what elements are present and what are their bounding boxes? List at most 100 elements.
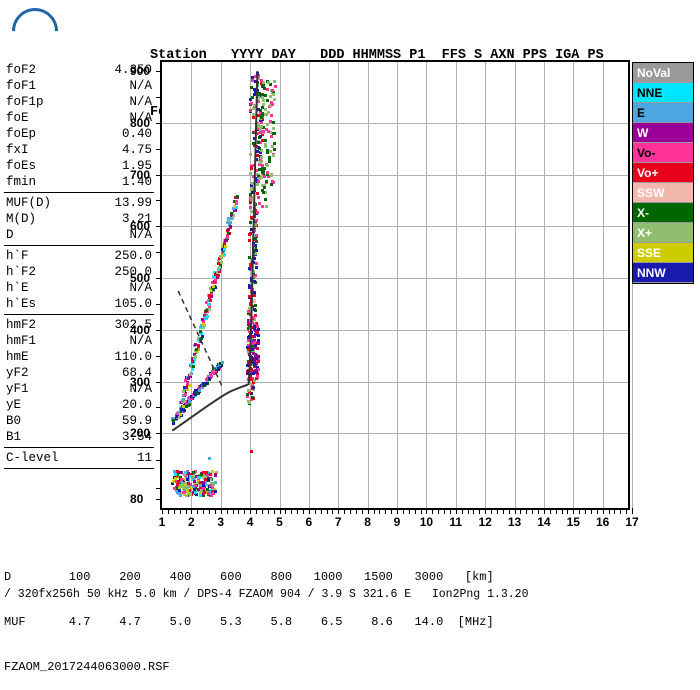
scatter-point [230, 212, 233, 215]
scatter-point [262, 170, 265, 173]
scatter-point [252, 164, 255, 167]
scatter-point [258, 202, 261, 205]
param-separator-5 [4, 468, 154, 469]
scatter-point [252, 175, 255, 178]
d-row: D 100 200 400 600 800 1000 1500 3000 [km… [4, 570, 501, 585]
scatter-point [256, 355, 259, 358]
ytick-mark-700 [156, 175, 162, 176]
scatter-point [191, 368, 194, 371]
gridline-vertical-7 [338, 62, 339, 508]
param-row-foF1p: foF1p N/A [4, 94, 154, 110]
xtick-minor [256, 510, 257, 514]
xtick-minor [573, 510, 574, 514]
scatter-point [256, 72, 259, 75]
scatter-point [262, 84, 265, 87]
xtick-minor [403, 510, 404, 514]
scatter-point [255, 262, 258, 265]
param-separator-1 [4, 192, 154, 193]
xtick-label-7: 7 [335, 515, 342, 529]
scatter-point [270, 114, 273, 117]
scatter-point [264, 94, 267, 97]
xtick-minor [262, 510, 263, 514]
ytick-mark-600 [156, 226, 162, 227]
ytick-label-600: 600 [130, 219, 150, 233]
ytick-mark-80 [156, 499, 162, 500]
xtick-minor [191, 510, 192, 514]
xtick-minor [180, 510, 181, 514]
xtick-minor [197, 510, 198, 514]
scatter-point [252, 299, 256, 303]
scatter-point [214, 490, 217, 493]
xtick-minor [209, 510, 210, 514]
legend-item-W: W [633, 123, 693, 143]
xtick-minor [520, 510, 521, 514]
param-row-MUFD: MUF(D) 13.99 [4, 195, 154, 211]
scatter-point [233, 205, 236, 208]
scatter-point [254, 304, 257, 307]
xtick-minor [244, 510, 245, 514]
scatter-point [194, 484, 197, 487]
scatter-point [209, 473, 212, 476]
scatter-point [173, 487, 176, 490]
xtick-minor [250, 510, 251, 514]
gridline-vertical-16 [603, 62, 604, 508]
xtick-minor [614, 510, 615, 514]
xtick-minor [285, 510, 286, 514]
scatter-point [251, 182, 254, 185]
xtick-minor [591, 510, 592, 514]
scatter-point [256, 192, 259, 195]
scatter-point [254, 344, 257, 347]
xtick-minor [215, 510, 216, 514]
scatter-point [271, 180, 274, 183]
param-row-yE: yE 20.0 [4, 397, 154, 413]
ytick-label-800: 800 [130, 116, 150, 130]
param-row-hEs: h`Es 105.0 [4, 296, 154, 312]
legend-item-E: E [633, 103, 693, 123]
scatter-point [257, 180, 260, 183]
scatter-point [268, 160, 271, 163]
scatter-point [189, 475, 192, 478]
scatter-point [257, 96, 260, 99]
xtick-minor [374, 510, 375, 514]
scatter-point [236, 195, 239, 198]
xtick-minor [556, 510, 557, 514]
scatter-point [262, 99, 265, 102]
xtick-minor [332, 510, 333, 514]
scatter-point [252, 270, 255, 273]
xtick-minor [603, 510, 604, 514]
scatter-point [266, 123, 269, 126]
scatter-point [172, 422, 175, 425]
ionogram-chart[interactable]: 900 800 700 600 500 400 300 200 80 1 2 3 4 5 6 7 8 9 10 11 1… [160, 60, 630, 510]
scatter-point [186, 489, 189, 492]
legend-item-Vo: Vo+ [633, 163, 693, 183]
xtick-minor [203, 510, 204, 514]
xtick-label-12: 12 [478, 515, 491, 529]
param-group-5: C-level 11 [4, 450, 154, 466]
scatter-point [253, 202, 256, 205]
scatter-point [257, 334, 260, 337]
legend-item-SSW: SSW [633, 183, 693, 203]
scatter-point [256, 375, 259, 378]
xtick-minor [356, 510, 357, 514]
xtick-minor [350, 510, 351, 514]
gridline-horizontal-400 [162, 330, 628, 331]
scatter-point [195, 348, 198, 351]
xtick-minor [362, 510, 363, 514]
scatter-point [202, 323, 205, 326]
xtick-label-3: 3 [217, 515, 224, 529]
ytick-minor-750 [156, 149, 160, 150]
xtick-minor [426, 510, 427, 514]
xtick-label-8: 8 [364, 515, 371, 529]
scatter-point [230, 217, 233, 220]
scatter-point [212, 285, 215, 288]
xtick-minor [397, 510, 398, 514]
xtick-minor [503, 510, 504, 514]
scatter-point [253, 187, 256, 190]
scatter-point [255, 158, 258, 161]
gridline-vertical-2 [191, 62, 192, 508]
scatter-point [194, 491, 197, 494]
xtick-minor [479, 510, 480, 514]
scatter-point [207, 303, 210, 306]
param-row-hF: h`F 250.0 [4, 248, 154, 264]
scatter-point [262, 103, 265, 106]
